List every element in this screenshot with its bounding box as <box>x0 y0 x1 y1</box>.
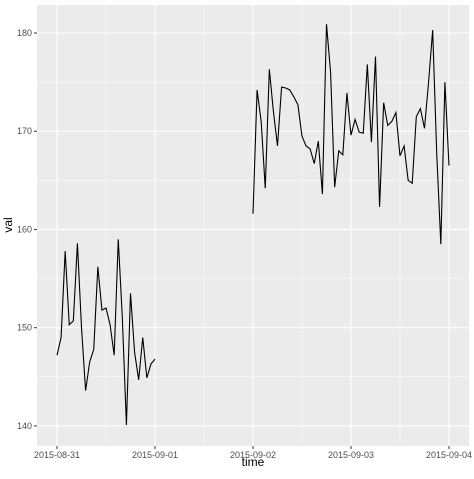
marks <box>56 24 450 426</box>
x-tick-label: 2015-09-01 <box>132 450 178 460</box>
y-tick-label: 170 <box>17 126 32 136</box>
y-tick-label: 160 <box>17 224 32 234</box>
line <box>252 24 450 245</box>
x-tick-label: 2015-09-04 <box>426 450 472 460</box>
y-axis-label: val <box>1 217 15 232</box>
x-tick-label: 2015-09-02 <box>230 450 276 460</box>
grid <box>37 5 469 446</box>
x-tick-label: 2015-09-03 <box>328 450 374 460</box>
line <box>56 239 156 426</box>
y-tick-label: 140 <box>17 421 32 431</box>
y-tick-label: 150 <box>17 323 32 333</box>
x-tick-label: 2015-08-31 <box>34 450 80 460</box>
y-tick-label: 180 <box>17 28 32 38</box>
x-axis-label: time <box>242 455 265 469</box>
